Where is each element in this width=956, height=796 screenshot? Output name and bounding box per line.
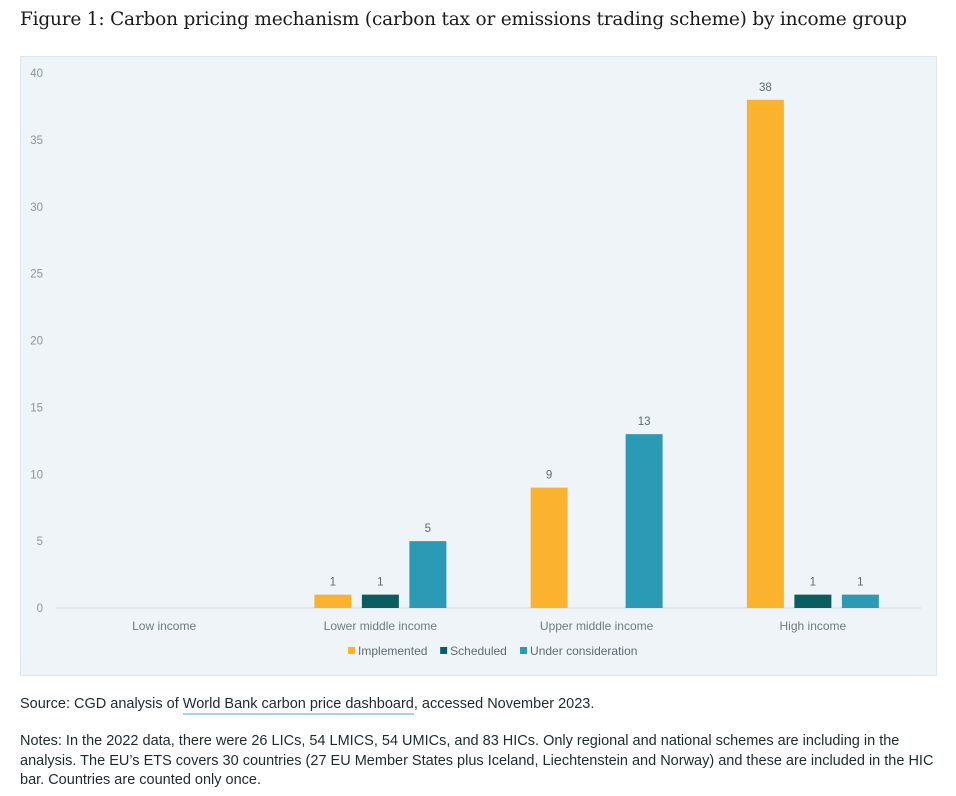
data-label: 1 bbox=[377, 577, 383, 589]
legend-label: Implemented bbox=[358, 644, 427, 658]
legend-swatch bbox=[520, 647, 528, 654]
bar-under-consideration bbox=[625, 434, 663, 608]
bar-implemented bbox=[530, 487, 568, 608]
y-tick-label: 40 bbox=[30, 68, 43, 80]
legend-label: Under consideration bbox=[530, 644, 637, 658]
legend-label: Scheduled bbox=[450, 644, 507, 658]
source-suffix: , accessed November 2023. bbox=[413, 696, 595, 712]
figure-title: Figure 1: Carbon pricing mechanism (carb… bbox=[20, 9, 907, 30]
x-tick-label: Low income bbox=[132, 619, 196, 633]
bar-scheduled bbox=[361, 594, 399, 608]
bar-under-consideration bbox=[841, 594, 879, 608]
data-label: 38 bbox=[759, 82, 772, 94]
data-label: 1 bbox=[810, 577, 816, 589]
y-tick-label: 0 bbox=[37, 603, 43, 615]
legend-swatch bbox=[348, 647, 356, 654]
bar-under-consideration bbox=[409, 541, 447, 608]
bar-implemented bbox=[314, 594, 352, 608]
y-tick-label: 20 bbox=[30, 336, 43, 348]
bar-scheduled bbox=[794, 594, 832, 608]
data-label: 1 bbox=[857, 577, 863, 589]
y-tick-label: 25 bbox=[30, 269, 43, 281]
data-label: 1 bbox=[330, 577, 336, 589]
y-tick-label: 30 bbox=[30, 202, 43, 214]
x-tick-label: Lower middle income bbox=[324, 619, 438, 633]
y-tick-label: 15 bbox=[30, 402, 43, 414]
data-label: 9 bbox=[546, 470, 552, 482]
source-note: Source: CGD analysis of World Bank carbo… bbox=[20, 696, 940, 715]
bar-implemented bbox=[746, 99, 784, 608]
notes-text: Notes: In the 2022 data, there were 26 L… bbox=[20, 733, 934, 788]
data-label: 13 bbox=[638, 416, 651, 428]
source-link[interactable]: World Bank carbon price dashboard bbox=[182, 696, 414, 715]
x-tick-label: Upper middle income bbox=[540, 619, 654, 633]
source-prefix: Source: CGD analysis of bbox=[20, 696, 183, 712]
legend-swatch bbox=[440, 647, 448, 654]
y-tick-label: 35 bbox=[30, 135, 43, 147]
data-label: 5 bbox=[425, 523, 431, 535]
chart-area: 0 5 10 15 20 25 30 35 40 Low income Lower middle i… bbox=[20, 56, 937, 676]
y-tick-label: 10 bbox=[30, 469, 43, 481]
x-tick-label: High income bbox=[780, 619, 847, 633]
y-tick-label: 5 bbox=[37, 536, 43, 548]
